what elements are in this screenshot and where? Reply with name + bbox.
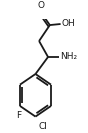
Text: O: O <box>37 1 44 10</box>
Text: OH: OH <box>62 20 75 28</box>
Text: NH₂: NH₂ <box>60 53 77 61</box>
Text: F: F <box>16 111 22 120</box>
Text: Cl: Cl <box>38 122 47 131</box>
